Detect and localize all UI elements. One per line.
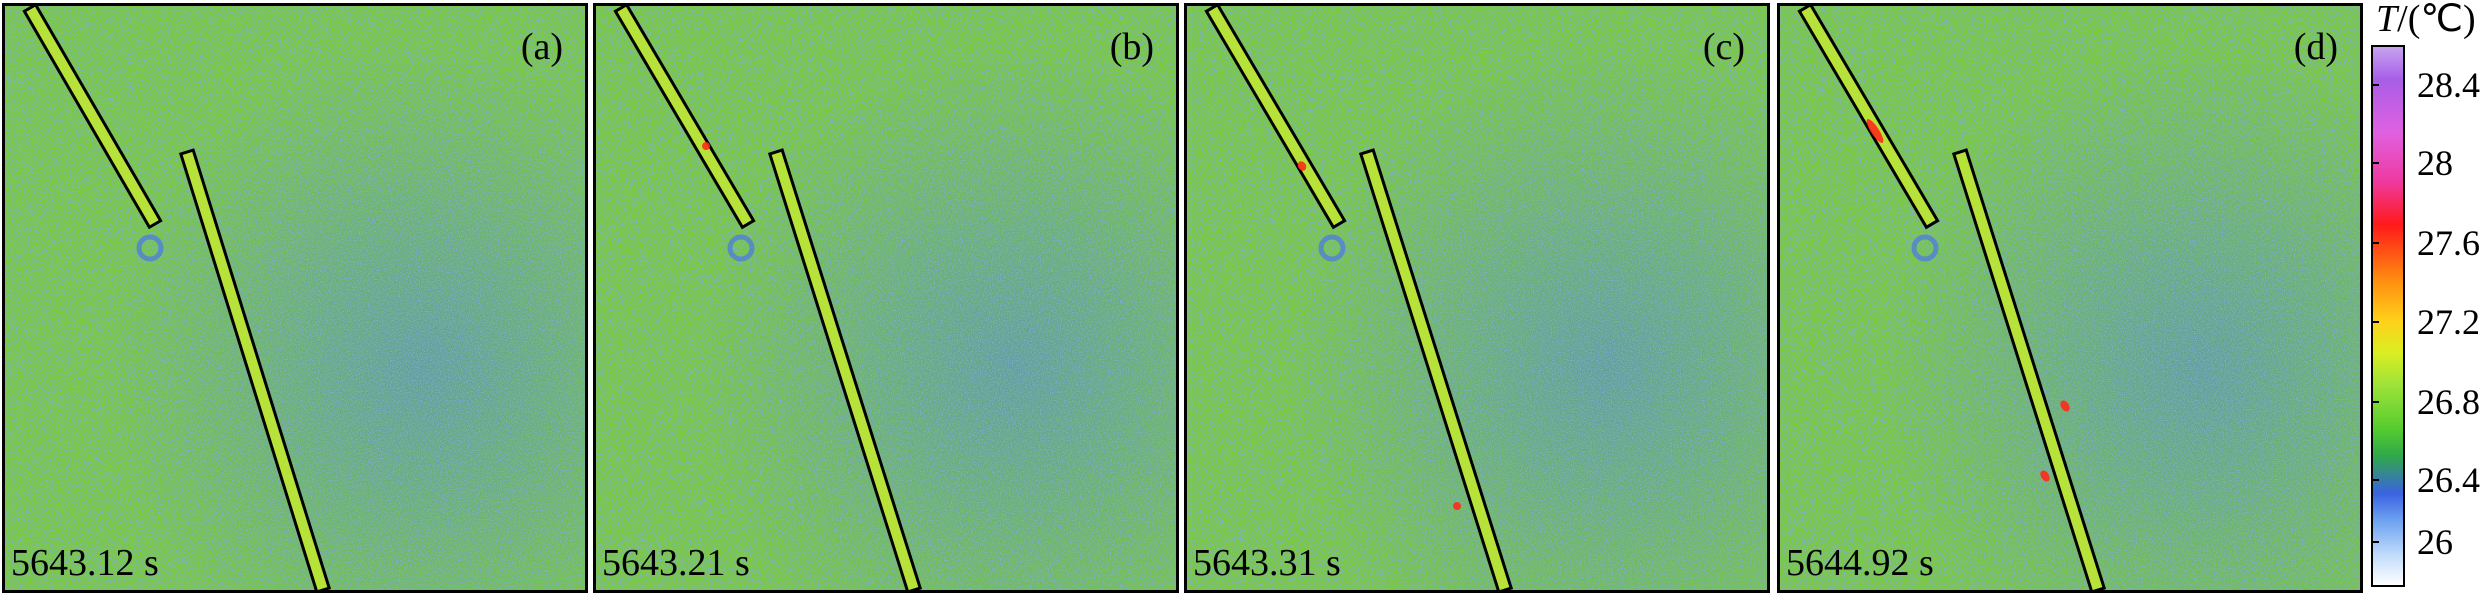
hotspot bbox=[2040, 470, 2050, 482]
heating-strip bbox=[1204, 6, 1347, 230]
heating-strip bbox=[767, 148, 923, 590]
hotspot bbox=[702, 142, 710, 150]
panel-label: (a) bbox=[520, 26, 563, 68]
panel-label: (b) bbox=[1109, 26, 1154, 68]
heating-strip bbox=[613, 6, 756, 230]
ring-marker bbox=[727, 234, 755, 262]
heating-strip bbox=[178, 148, 332, 590]
colorbar-tick-mark bbox=[2371, 401, 2379, 403]
colorbar-symbol: T bbox=[2376, 0, 2398, 40]
ring-marker bbox=[1911, 234, 1939, 262]
ring-marker bbox=[136, 234, 164, 262]
colorbar-tick-label: 26.8 bbox=[2417, 382, 2480, 422]
heating-strip bbox=[1797, 6, 1940, 230]
panel-label: (d) bbox=[2293, 26, 2338, 68]
colorbar-tick-label: 27.2 bbox=[2417, 302, 2480, 342]
colorbar-tick-mark bbox=[2371, 162, 2379, 164]
colorbar-tick-label: 26 bbox=[2417, 522, 2453, 562]
heating-strip bbox=[1951, 148, 2107, 590]
thermal-panel-d: (d) 5644.92 s bbox=[1777, 3, 2363, 593]
thermal-map bbox=[596, 6, 1176, 590]
timestamp-label: 5643.31 s bbox=[1193, 542, 1341, 584]
thermal-map bbox=[1780, 6, 2360, 590]
timestamp-label: 5643.21 s bbox=[602, 542, 750, 584]
colorbar-tick-mark bbox=[2371, 242, 2379, 244]
thermal-panel-a: (a) 5643.12 s bbox=[2, 3, 588, 593]
ring-marker bbox=[1318, 234, 1346, 262]
heating-strip bbox=[22, 6, 163, 230]
panel-label: (c) bbox=[1702, 26, 1745, 68]
hotspot bbox=[1453, 502, 1461, 510]
temperature-colorbar bbox=[2371, 45, 2405, 587]
thermal-map bbox=[1187, 6, 1767, 590]
hotspot bbox=[2060, 400, 2070, 412]
colorbar-tick-label: 27.6 bbox=[2417, 223, 2480, 263]
thermal-map bbox=[5, 6, 585, 590]
hotspot bbox=[1297, 161, 1307, 171]
colorbar-tick-mark bbox=[2371, 541, 2379, 543]
colorbar-tick-mark bbox=[2371, 84, 2379, 86]
colorbar-tick-mark bbox=[2371, 321, 2379, 323]
colorbar-tick-label: 28 bbox=[2417, 143, 2453, 183]
colorbar-unit: /(℃) bbox=[2397, 0, 2476, 40]
thermal-panel-c: (c) 5643.31 s bbox=[1184, 3, 1770, 593]
colorbar-tick-label: 26.4 bbox=[2417, 460, 2480, 500]
heating-strip bbox=[1358, 148, 1514, 590]
colorbar-tick-mark bbox=[2371, 479, 2379, 481]
hotspot bbox=[1866, 119, 1884, 143]
colorbar-title: T/(℃) bbox=[2376, 0, 2476, 38]
timestamp-label: 5644.92 s bbox=[1786, 542, 1934, 584]
timestamp-label: 5643.12 s bbox=[11, 542, 159, 584]
thermal-panel-b: (b) 5643.21 s bbox=[593, 3, 1179, 593]
colorbar-tick-label: 28.4 bbox=[2417, 65, 2480, 105]
